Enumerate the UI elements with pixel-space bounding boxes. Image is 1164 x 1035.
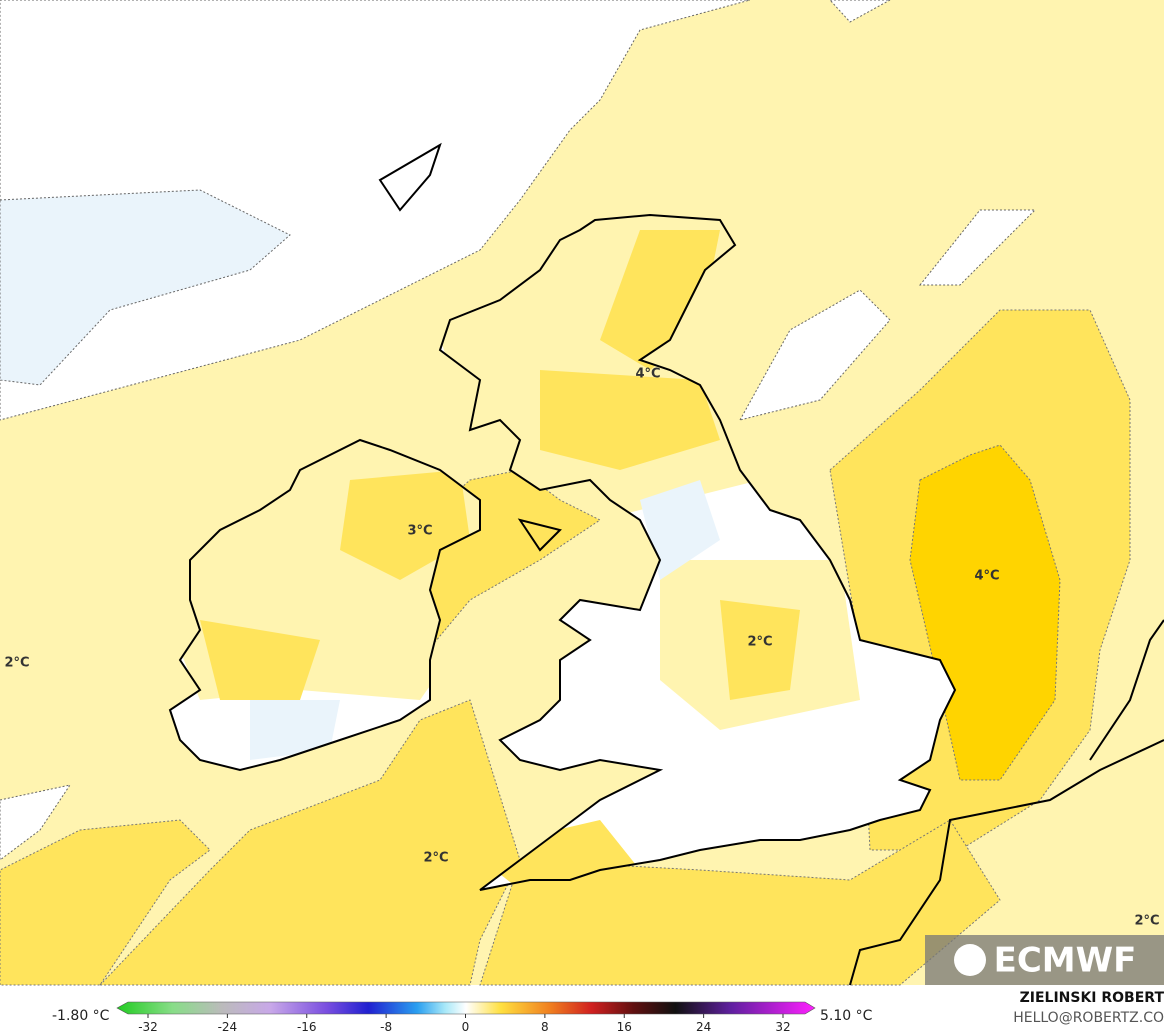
contour-label: 4°C <box>635 367 660 382</box>
credit-author: ZIELINSKI ROBERT <box>1020 990 1164 1006</box>
contour-label: 3°C <box>407 524 432 539</box>
legend-min: -1.80 °C <box>52 1008 110 1024</box>
logo: ECMWF <box>925 935 1164 985</box>
logo-text: ECMWF <box>994 941 1137 981</box>
legend-max: 5.10 °C <box>820 1008 873 1024</box>
colorbar-tick-label: 0 <box>462 1020 470 1034</box>
colorbar-tick-label: 16 <box>617 1020 632 1034</box>
colorbar-tick-label: 32 <box>775 1020 790 1034</box>
legend: -1.80 °C 5.10 °C -32 -24 -16 -8 0 8 16 24 32 <box>52 1001 873 1034</box>
colorbar-tick-label: -24 <box>218 1020 238 1034</box>
map: 2°C 3°C 4°C 2°C 4°C 2°C 2°C ECMWF <box>0 0 1164 986</box>
colorbar-tick-label: 24 <box>696 1020 711 1034</box>
colorbar-tick-label: -16 <box>297 1020 317 1034</box>
contour-label: 2°C <box>4 656 29 671</box>
contour-label: 2°C <box>423 851 448 866</box>
colorbar-tick-label: 8 <box>541 1020 549 1034</box>
contour-label: 2°C <box>747 635 772 650</box>
credit-contact: HELLO@ROBERTZ.CO <box>1013 1010 1164 1026</box>
contour-label: 2°C <box>1134 914 1159 929</box>
colorbar-tick-label: -8 <box>380 1020 392 1034</box>
colorbar-tick-label: -32 <box>138 1020 158 1034</box>
contour-label: 4°C <box>974 569 999 584</box>
